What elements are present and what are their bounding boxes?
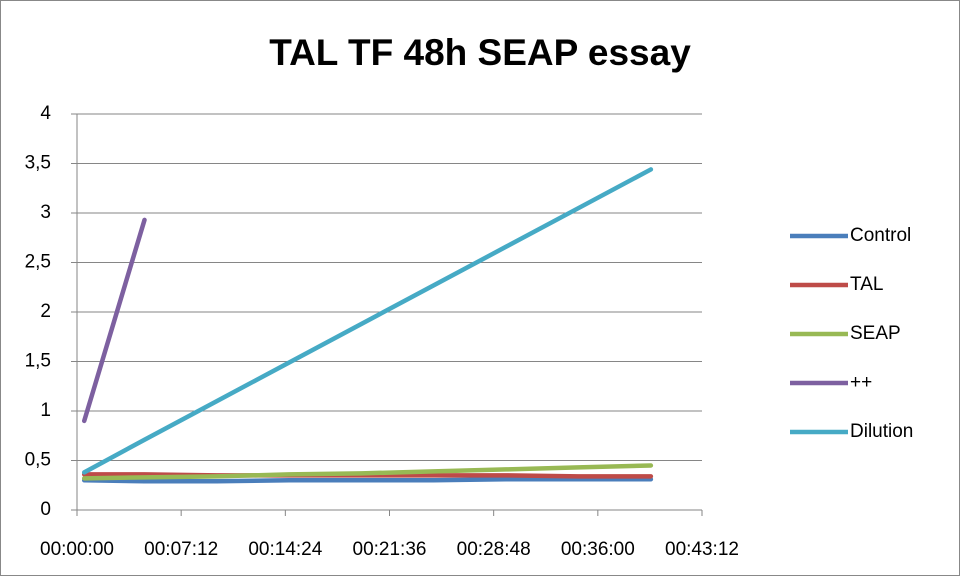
y-tick-label: 3 <box>40 202 51 223</box>
y-tick-label: 1,5 <box>25 351 51 372</box>
x-tick-label: 00:07:12 <box>144 539 218 560</box>
y-tick-label: 2 <box>40 301 51 322</box>
y-tick-label: 3,5 <box>25 153 51 174</box>
x-tick-label: 00:14:24 <box>248 539 322 560</box>
y-tick-label: 4 <box>40 103 51 124</box>
y-tick-label: 2,5 <box>25 252 51 273</box>
y-tick-label: 0,5 <box>25 450 51 471</box>
x-tick-label: 00:28:48 <box>457 539 531 560</box>
x-tick-label: 00:21:36 <box>353 539 427 560</box>
x-tick-label: 00:00:00 <box>40 539 114 560</box>
legend-label: Control <box>850 225 911 246</box>
series-line <box>81 463 654 481</box>
series-line <box>81 217 147 424</box>
y-tick-label: 0 <box>40 499 51 520</box>
series-line <box>81 477 654 484</box>
x-tick-label: 00:43:12 <box>665 539 739 560</box>
x-tick-label: 00:36:00 <box>561 539 635 560</box>
legend-label: ++ <box>850 372 872 393</box>
legend-label: Dilution <box>850 421 913 442</box>
y-tick-label: 1 <box>40 400 51 421</box>
series-line <box>81 167 654 475</box>
chart-title: TAL TF 48h SEAP essay <box>269 32 691 73</box>
legend-label: SEAP <box>850 323 901 344</box>
legend-label: TAL <box>850 274 883 295</box>
